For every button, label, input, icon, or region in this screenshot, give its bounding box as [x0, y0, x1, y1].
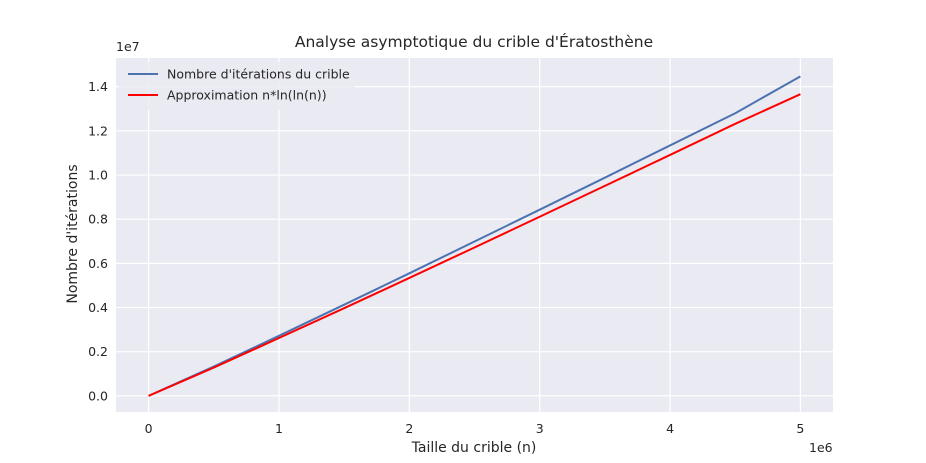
y-axis-label: Nombre d'itérations — [65, 164, 81, 303]
legend: Nombre d'itérations du crible Approximat… — [119, 62, 355, 110]
y-tick-label: 0.4 — [88, 300, 108, 315]
x-tick-label: 3 — [536, 421, 544, 436]
y-tick-label: 0.2 — [88, 344, 108, 359]
tick-labels: 0 1 2 3 4 5 0.0 0.2 0.4 0.6 0.8 1.0 1.2 1.4 — [88, 79, 804, 436]
chart-title: Analyse asymptotique du crible d'Ératost… — [295, 32, 653, 51]
x-tick-label: 0 — [145, 421, 153, 436]
x-tick-label: 2 — [405, 421, 413, 436]
legend-label-iterations: Nombre d'itérations du crible — [167, 67, 350, 82]
y-offset-label: 1e7 — [116, 39, 140, 54]
x-tick-label: 1 — [275, 421, 283, 436]
plot-area — [116, 58, 833, 412]
y-tick-label: 1.2 — [88, 123, 108, 138]
series-line-approximation — [148, 93, 801, 397]
y-tick-label: 1.0 — [88, 168, 108, 183]
grid — [116, 58, 833, 412]
x-tick-label: 5 — [796, 421, 804, 436]
y-tick-label: 0.0 — [88, 388, 108, 403]
series-layer — [148, 75, 801, 397]
y-tick-label: 0.8 — [88, 212, 108, 227]
series-line-iterations — [148, 75, 801, 397]
y-tick-label: 0.6 — [88, 256, 108, 271]
legend-label-approximation: Approximation n*ln(ln(n)) — [167, 88, 327, 103]
legend-box — [119, 62, 355, 110]
y-tick-label: 1.4 — [88, 79, 108, 94]
x-tick-label: 4 — [666, 421, 674, 436]
x-axis-label: Taille du crible (n) — [411, 440, 537, 456]
x-offset-label: 1e6 — [809, 440, 833, 455]
